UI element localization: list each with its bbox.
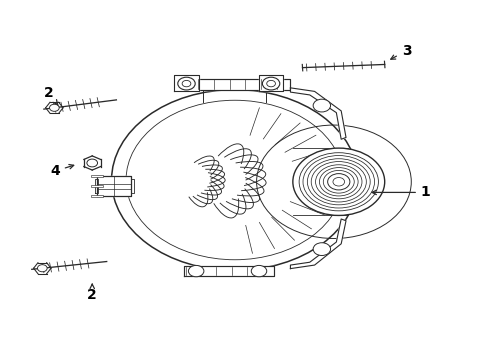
Circle shape xyxy=(38,265,47,272)
Circle shape xyxy=(312,99,330,112)
Circle shape xyxy=(111,90,357,270)
Text: 2: 2 xyxy=(44,86,58,105)
Circle shape xyxy=(266,80,275,87)
Text: 4: 4 xyxy=(50,164,74,178)
Polygon shape xyxy=(131,179,134,193)
Text: 1: 1 xyxy=(371,185,430,199)
Polygon shape xyxy=(179,79,290,90)
Circle shape xyxy=(87,159,97,167)
Circle shape xyxy=(251,265,266,277)
Text: 3: 3 xyxy=(390,44,410,59)
Circle shape xyxy=(49,104,59,111)
Circle shape xyxy=(182,80,190,87)
Polygon shape xyxy=(259,76,283,91)
Circle shape xyxy=(332,177,344,186)
Circle shape xyxy=(292,148,384,215)
Polygon shape xyxy=(97,176,131,196)
Circle shape xyxy=(299,153,378,211)
Circle shape xyxy=(262,77,279,90)
Circle shape xyxy=(178,77,195,90)
Polygon shape xyxy=(174,76,198,91)
Circle shape xyxy=(188,265,203,277)
Polygon shape xyxy=(290,88,346,139)
Polygon shape xyxy=(183,266,273,276)
Polygon shape xyxy=(95,179,97,193)
Circle shape xyxy=(327,174,349,190)
Polygon shape xyxy=(290,219,346,269)
Circle shape xyxy=(312,243,330,256)
Text: 2: 2 xyxy=(87,284,97,302)
